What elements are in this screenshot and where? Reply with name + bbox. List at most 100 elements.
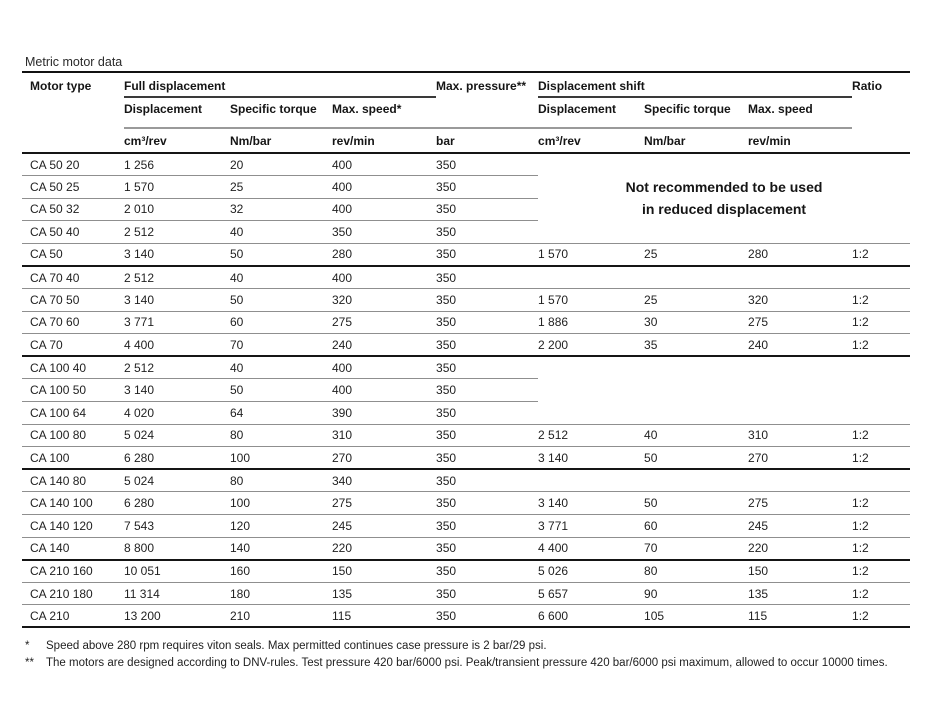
max-speed-cell: 280 xyxy=(332,243,437,267)
shift-max-speed-cell: 280 xyxy=(748,243,853,267)
shift-max-speed-cell: 150 xyxy=(748,559,853,583)
column-group-displacement-shift: Displacement shift xyxy=(538,71,853,98)
displacement-cell: 3 140 xyxy=(124,288,230,312)
table-row: CA 50 25 1 570 25 400 350 xyxy=(22,175,910,199)
shift-specific-torque-cell xyxy=(644,379,748,402)
motor-type-cell: CA 140 120 xyxy=(22,514,124,538)
not-recommended-notice: Not recommended to be used in reduced dis… xyxy=(538,153,911,244)
max-speed-cell: 400 xyxy=(332,356,437,380)
ratio-cell xyxy=(852,469,911,493)
displacement-cell: 1 256 xyxy=(124,153,230,177)
ratio-cell: 1:2 xyxy=(852,243,911,267)
shift-max-speed-cell: 275 xyxy=(748,491,853,515)
max-pressure-cell: 350 xyxy=(436,604,539,629)
max-pressure-cell: 350 xyxy=(436,265,539,290)
max-speed-cell: 390 xyxy=(332,401,437,425)
shift-specific-torque-cell: 50 xyxy=(644,446,749,471)
motor-type-cell: CA 210 xyxy=(22,604,124,629)
motor-type-cell: CA 50 32 xyxy=(22,198,124,222)
motor-type-cell: CA 70 40 xyxy=(22,265,124,290)
max-pressure-cell: 350 xyxy=(436,469,539,493)
table-row: CA 100 40 2 512 40 400 350 xyxy=(22,356,910,380)
footnote-text: The motors are designed according to DNV… xyxy=(46,657,888,669)
max-pressure-cell: 350 xyxy=(436,559,539,583)
specific-torque-cell: 140 xyxy=(230,537,332,561)
footnote-speed: * Speed above 280 rpm requires viton sea… xyxy=(25,640,547,652)
ratio-cell: 1:2 xyxy=(852,311,911,335)
motor-type-cell: CA 100 xyxy=(22,446,124,471)
motor-type-cell: CA 140 xyxy=(22,537,124,561)
max-pressure-cell: 350 xyxy=(436,220,539,244)
unit-shift-cm3-rev: cm³/rev xyxy=(538,128,645,154)
footnote-marker: ** xyxy=(25,657,34,669)
shift-displacement-cell: 4 400 xyxy=(538,537,645,561)
max-speed-cell: 310 xyxy=(332,424,437,448)
table-row: CA 100 50 3 140 50 400 350 xyxy=(22,378,910,403)
table-row: CA 70 4 400 70 240 350 2 200 35 240 1:2 xyxy=(22,333,911,358)
displacement-cell: 2 512 xyxy=(124,356,230,380)
displacement-cell: 4 400 xyxy=(124,333,230,358)
specific-torque-cell: 100 xyxy=(230,446,332,471)
motor-type-cell: CA 50 25 xyxy=(22,175,124,199)
max-speed-cell: 270 xyxy=(332,446,437,471)
specific-torque-cell: 20 xyxy=(230,153,332,177)
shift-displacement-cell: 6 600 xyxy=(538,604,645,629)
shift-specific-torque-cell xyxy=(644,469,749,493)
footnote-dnv: ** The motors are designed according to … xyxy=(25,657,888,669)
shift-displacement-cell: 2 512 xyxy=(538,424,645,448)
motor-type-cell: CA 50 40 xyxy=(22,220,124,244)
shift-displacement-cell: 5 026 xyxy=(538,559,645,583)
displacement-cell: 4 020 xyxy=(124,401,230,425)
shift-max-speed-cell xyxy=(748,469,853,493)
displacement-cell: 6 280 xyxy=(124,446,230,471)
table-row: CA 50 40 2 512 40 350 350 xyxy=(22,220,910,244)
max-speed-cell: 400 xyxy=(332,378,437,403)
table-row: CA 70 40 2 512 40 400 350 xyxy=(22,265,911,290)
motor-type-cell: CA 140 100 xyxy=(22,491,124,515)
max-pressure-cell: 350 xyxy=(436,333,539,358)
shift-specific-torque-cell: 35 xyxy=(644,333,749,358)
displacement-cell: 3 140 xyxy=(124,378,230,403)
shift-max-speed-cell xyxy=(748,401,853,425)
column-header-motor-type: Motor type xyxy=(22,71,124,154)
max-pressure-cell: 350 xyxy=(436,582,539,606)
shift-specific-torque-cell: 70 xyxy=(644,537,749,561)
shift-specific-torque-cell: 40 xyxy=(644,424,749,448)
unit-shift-nm-bar: Nm/bar xyxy=(644,128,749,154)
unit-rev-min: rev/min xyxy=(332,128,437,154)
ratio-cell: 1:2 xyxy=(852,424,911,448)
header-sub-row: Displacement Specific torque Max. speed*… xyxy=(22,97,910,129)
max-pressure-cell: 350 xyxy=(436,514,539,538)
footnote-marker: * xyxy=(25,640,30,652)
table-row: CA 140 8 800 140 220 350 4 400 70 220 1:2 xyxy=(22,537,911,561)
page-title: Metric motor data xyxy=(25,55,123,69)
max-speed-cell: 400 xyxy=(332,175,437,199)
specific-torque-cell: 80 xyxy=(230,424,332,448)
table-row: CA 50 32 2 010 32 400 350 xyxy=(22,198,910,222)
max-pressure-cell: 350 xyxy=(436,198,539,222)
ratio-cell: 1:2 xyxy=(852,537,911,561)
motor-type-cell: CA 210 160 xyxy=(22,559,124,583)
table-row: CA 50 20 1 256 20 400 350 Not recommended to … xyxy=(22,153,911,244)
unit-bar: bar xyxy=(436,128,539,154)
specific-torque-cell: 50 xyxy=(230,243,332,267)
notice-line: in reduced displacement xyxy=(641,201,807,218)
displacement-cell: 2 512 xyxy=(124,265,230,290)
shift-displacement-cell: 1 886 xyxy=(538,311,645,335)
displacement-cell: 3 771 xyxy=(124,311,230,335)
specific-torque-cell: 40 xyxy=(230,356,332,380)
column-header-max-pressure: Max. pressure** xyxy=(436,71,539,129)
footnote-text: Speed above 280 rpm requires viton seals… xyxy=(46,640,547,652)
notice-line: Not recommended to be used xyxy=(625,179,823,196)
specific-torque-cell: 160 xyxy=(230,559,332,583)
ratio-cell: 1:2 xyxy=(852,559,911,583)
motor-type-cell: CA 100 80 xyxy=(22,424,124,448)
ratio-cell: 1:2 xyxy=(852,446,911,471)
column-group-full-displacement: Full displacement xyxy=(124,71,437,98)
ratio-cell: 1:2 xyxy=(852,288,911,312)
max-pressure-cell: 350 xyxy=(436,243,539,267)
table-row: CA 140 80 5 024 80 340 350 xyxy=(22,469,911,493)
shift-specific-torque-cell xyxy=(644,356,748,379)
shift-displacement-cell: 1 570 xyxy=(538,288,645,312)
